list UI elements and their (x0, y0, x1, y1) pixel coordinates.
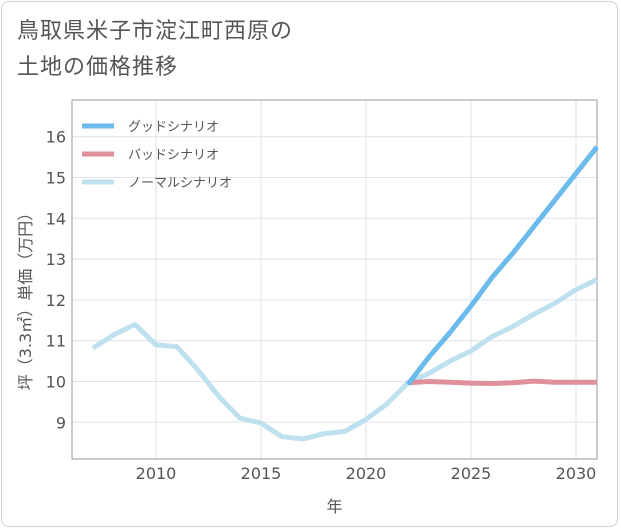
y-axis-label: 坪（3.3㎡）単価（万円） (16, 205, 35, 390)
y-tick-13: 13 (46, 250, 66, 269)
y-tick-14: 14 (46, 209, 66, 228)
tick-labels: 2010 2015 2020 2025 2030 9 10 11 12 13 14 15 16 (46, 128, 597, 483)
y-tick-9: 9 (56, 413, 66, 432)
grid (72, 100, 597, 459)
y-tick-12: 12 (46, 291, 66, 310)
series-lines (91, 145, 599, 442)
y-tick-11: 11 (46, 332, 66, 351)
x-tick-2010: 2010 (136, 464, 177, 483)
legend-label-2: ノーマルシナリオ (128, 176, 232, 191)
chart-title-line-2: 土地の価格推移 (17, 55, 179, 80)
x-tick-2030: 2030 (556, 464, 597, 483)
legend-label-0: グッドシナリオ (128, 120, 219, 135)
x-axis-label: 年 (326, 497, 342, 516)
chart-title-line-1: 鳥取県米子市淀江町西原の (17, 19, 294, 44)
x-tick-2015: 2015 (241, 464, 282, 483)
legend-label-1: バッドシナリオ (128, 148, 219, 163)
x-tick-2020: 2020 (346, 464, 387, 483)
x-tick-2025: 2025 (451, 464, 492, 483)
y-tick-10: 10 (46, 372, 66, 391)
chart-title: 鳥取県米子市淀江町西原の 土地の価格推移 (17, 14, 293, 86)
series-line-2 (91, 277, 599, 442)
series-line-1 (407, 378, 597, 386)
series-line-0 (406, 145, 599, 386)
y-tick-15: 15 (46, 169, 66, 188)
y-tick-16: 16 (46, 128, 66, 147)
